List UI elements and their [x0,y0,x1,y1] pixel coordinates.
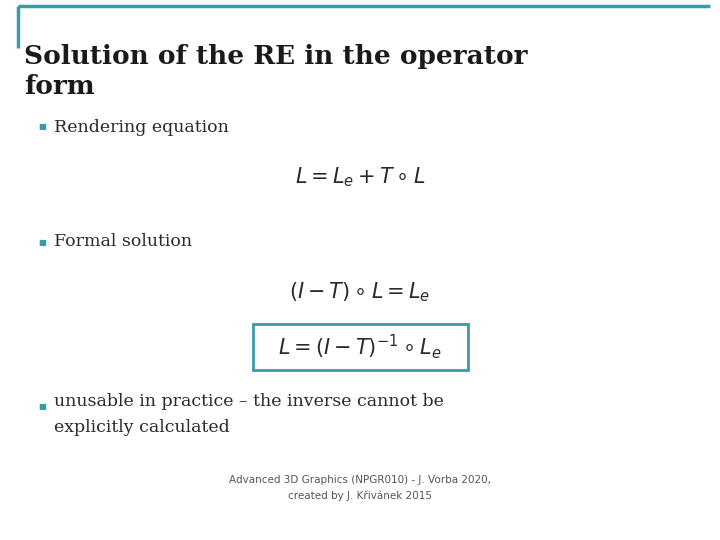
Text: Advanced 3D Graphics (NPGR010) - J. Vorba 2020,
created by J. Křivánek 2015: Advanced 3D Graphics (NPGR010) - J. Vorb… [229,475,491,501]
Text: $L = L_e + T \circ L$: $L = L_e + T \circ L$ [294,165,426,189]
Text: Rendering equation: Rendering equation [54,118,229,136]
Text: Solution of the RE in the operator: Solution of the RE in the operator [24,44,528,69]
Text: ■: ■ [38,402,46,411]
Text: unusable in practice – the inverse cannot be: unusable in practice – the inverse canno… [54,394,444,410]
Text: Formal solution: Formal solution [54,233,192,251]
Text: ■: ■ [38,238,46,246]
Text: ■: ■ [38,123,46,132]
Text: explicitly calculated: explicitly calculated [54,420,230,436]
Text: $(I - T) \circ L = L_e$: $(I - T) \circ L = L_e$ [289,280,431,304]
Text: $L = (I - T)^{-1} \circ L_e$: $L = (I - T)^{-1} \circ L_e$ [278,333,442,361]
Text: form: form [24,74,95,99]
FancyBboxPatch shape [253,324,467,370]
